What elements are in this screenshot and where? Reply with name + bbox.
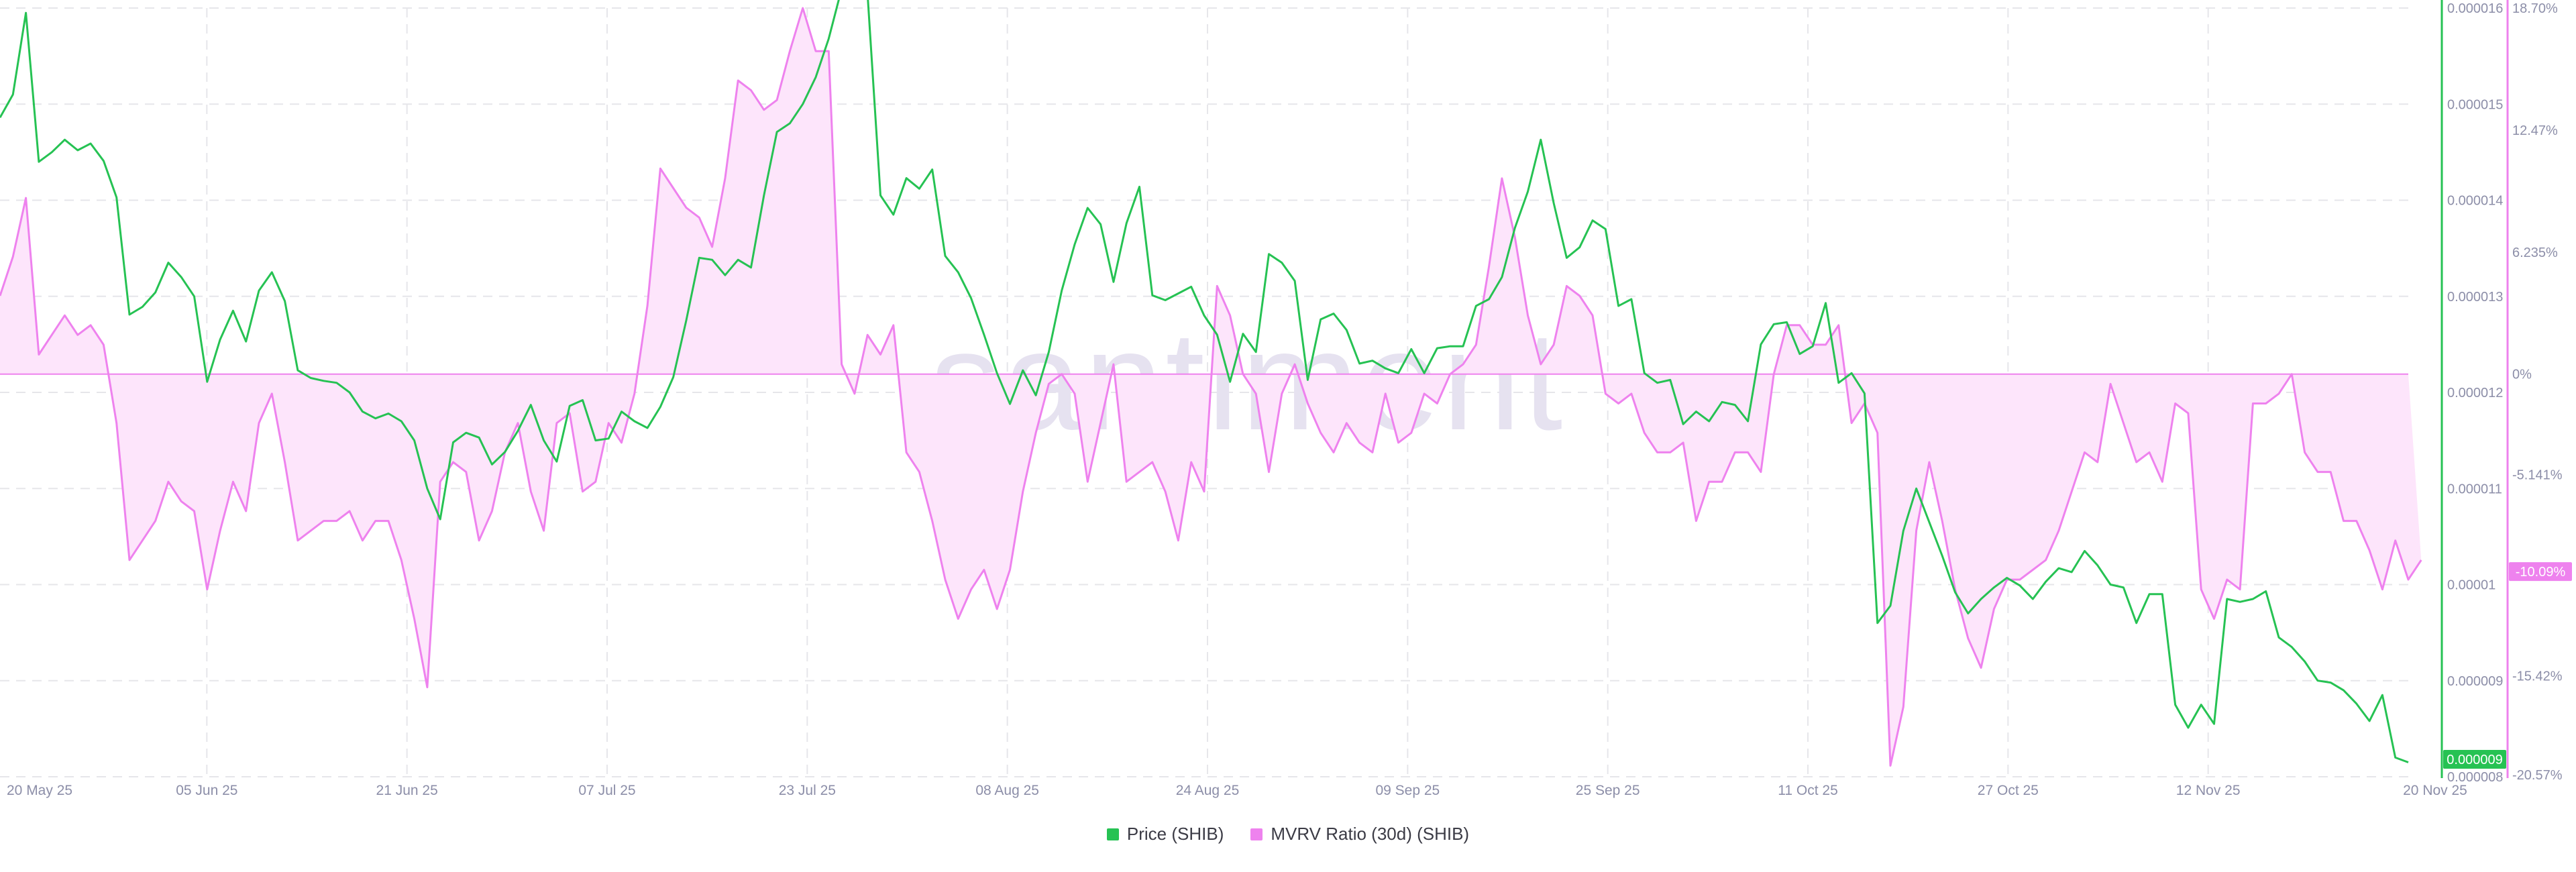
axis-layer: 20 May 25 05 Jun 25 21 Jun 25 07 Jul 25 23 J…	[7, 0, 2572, 798]
legend-item-price[interactable]: Price (SHIB)	[1106, 824, 1224, 844]
x-tick-label: 20 Nov 25	[2403, 783, 2467, 798]
price-tick-label: 0.000012	[2447, 386, 2503, 400]
legend-label-mvrv: MVRV Ratio (30d) (SHIB)	[1271, 824, 1470, 844]
x-tick-label: 23 Jul 25	[779, 783, 836, 798]
legend-swatch-price	[1106, 828, 1119, 840]
mvrv-series-line	[0, 7, 2422, 767]
price-tick-label: 0.00001	[2447, 578, 2496, 593]
price-last-value-label: 0.000009	[2447, 753, 2502, 767]
mvrv-tick-label: 18.70%	[2512, 1, 2558, 16]
x-tick-label: 07 Jul 25	[578, 783, 635, 798]
mvrv-tick-label: 12.47%	[2512, 123, 2558, 138]
x-tick-label: 12 Nov 25	[2176, 783, 2241, 798]
price-series-line	[0, 0, 2409, 763]
mvrv-last-value-label: -10.09%	[2516, 565, 2566, 580]
mvrv-tick-label: 0%	[2512, 368, 2532, 382]
mvrv-tick-label: -15.42%	[2512, 669, 2563, 684]
series-lines-layer	[0, 0, 2422, 767]
x-tick-label: 05 Jun 25	[176, 783, 237, 798]
price-tick-label: 0.000013	[2447, 290, 2503, 305]
x-tick-label: 20 May 25	[7, 783, 72, 798]
legend-label-price: Price (SHIB)	[1126, 824, 1224, 844]
x-tick-label: 24 Aug 25	[1176, 783, 1240, 798]
x-tick-label: 25 Sep 25	[1576, 783, 1640, 798]
legend-item-mvrv[interactable]: MVRV Ratio (30d) (SHIB)	[1250, 824, 1469, 844]
x-tick-label: 09 Sep 25	[1375, 783, 1440, 798]
x-tick-label: 21 Jun 25	[376, 783, 438, 798]
price-last-value-badge	[2443, 750, 2506, 769]
mvrv-tick-label: -20.57%	[2512, 768, 2563, 783]
x-tick-label: 27 Oct 25	[1978, 783, 2039, 798]
mvrv-tick-label: -5.141%	[2512, 468, 2563, 483]
price-tick-label: 0.000015	[2447, 97, 2503, 112]
price-tick-label: 0.000009	[2447, 674, 2503, 689]
legend: Price (SHIB) MVRV Ratio (30d) (SHIB)	[0, 824, 2576, 844]
price-tick-label: 0.000011	[2447, 482, 2502, 496]
mvrv-tick-label: 6.235%	[2512, 246, 2558, 260]
x-tick-label: 08 Aug 25	[975, 783, 1039, 798]
price-tick-label: 0.000008	[2447, 770, 2503, 785]
legend-swatch-mvrv	[1250, 828, 1263, 840]
price-tick-label: 0.000014	[2447, 194, 2503, 209]
mvrv-last-value-badge	[2509, 562, 2572, 582]
price-tick-label: 0.000016	[2447, 1, 2503, 16]
x-tick-label: 11 Oct 25	[1778, 783, 1838, 798]
